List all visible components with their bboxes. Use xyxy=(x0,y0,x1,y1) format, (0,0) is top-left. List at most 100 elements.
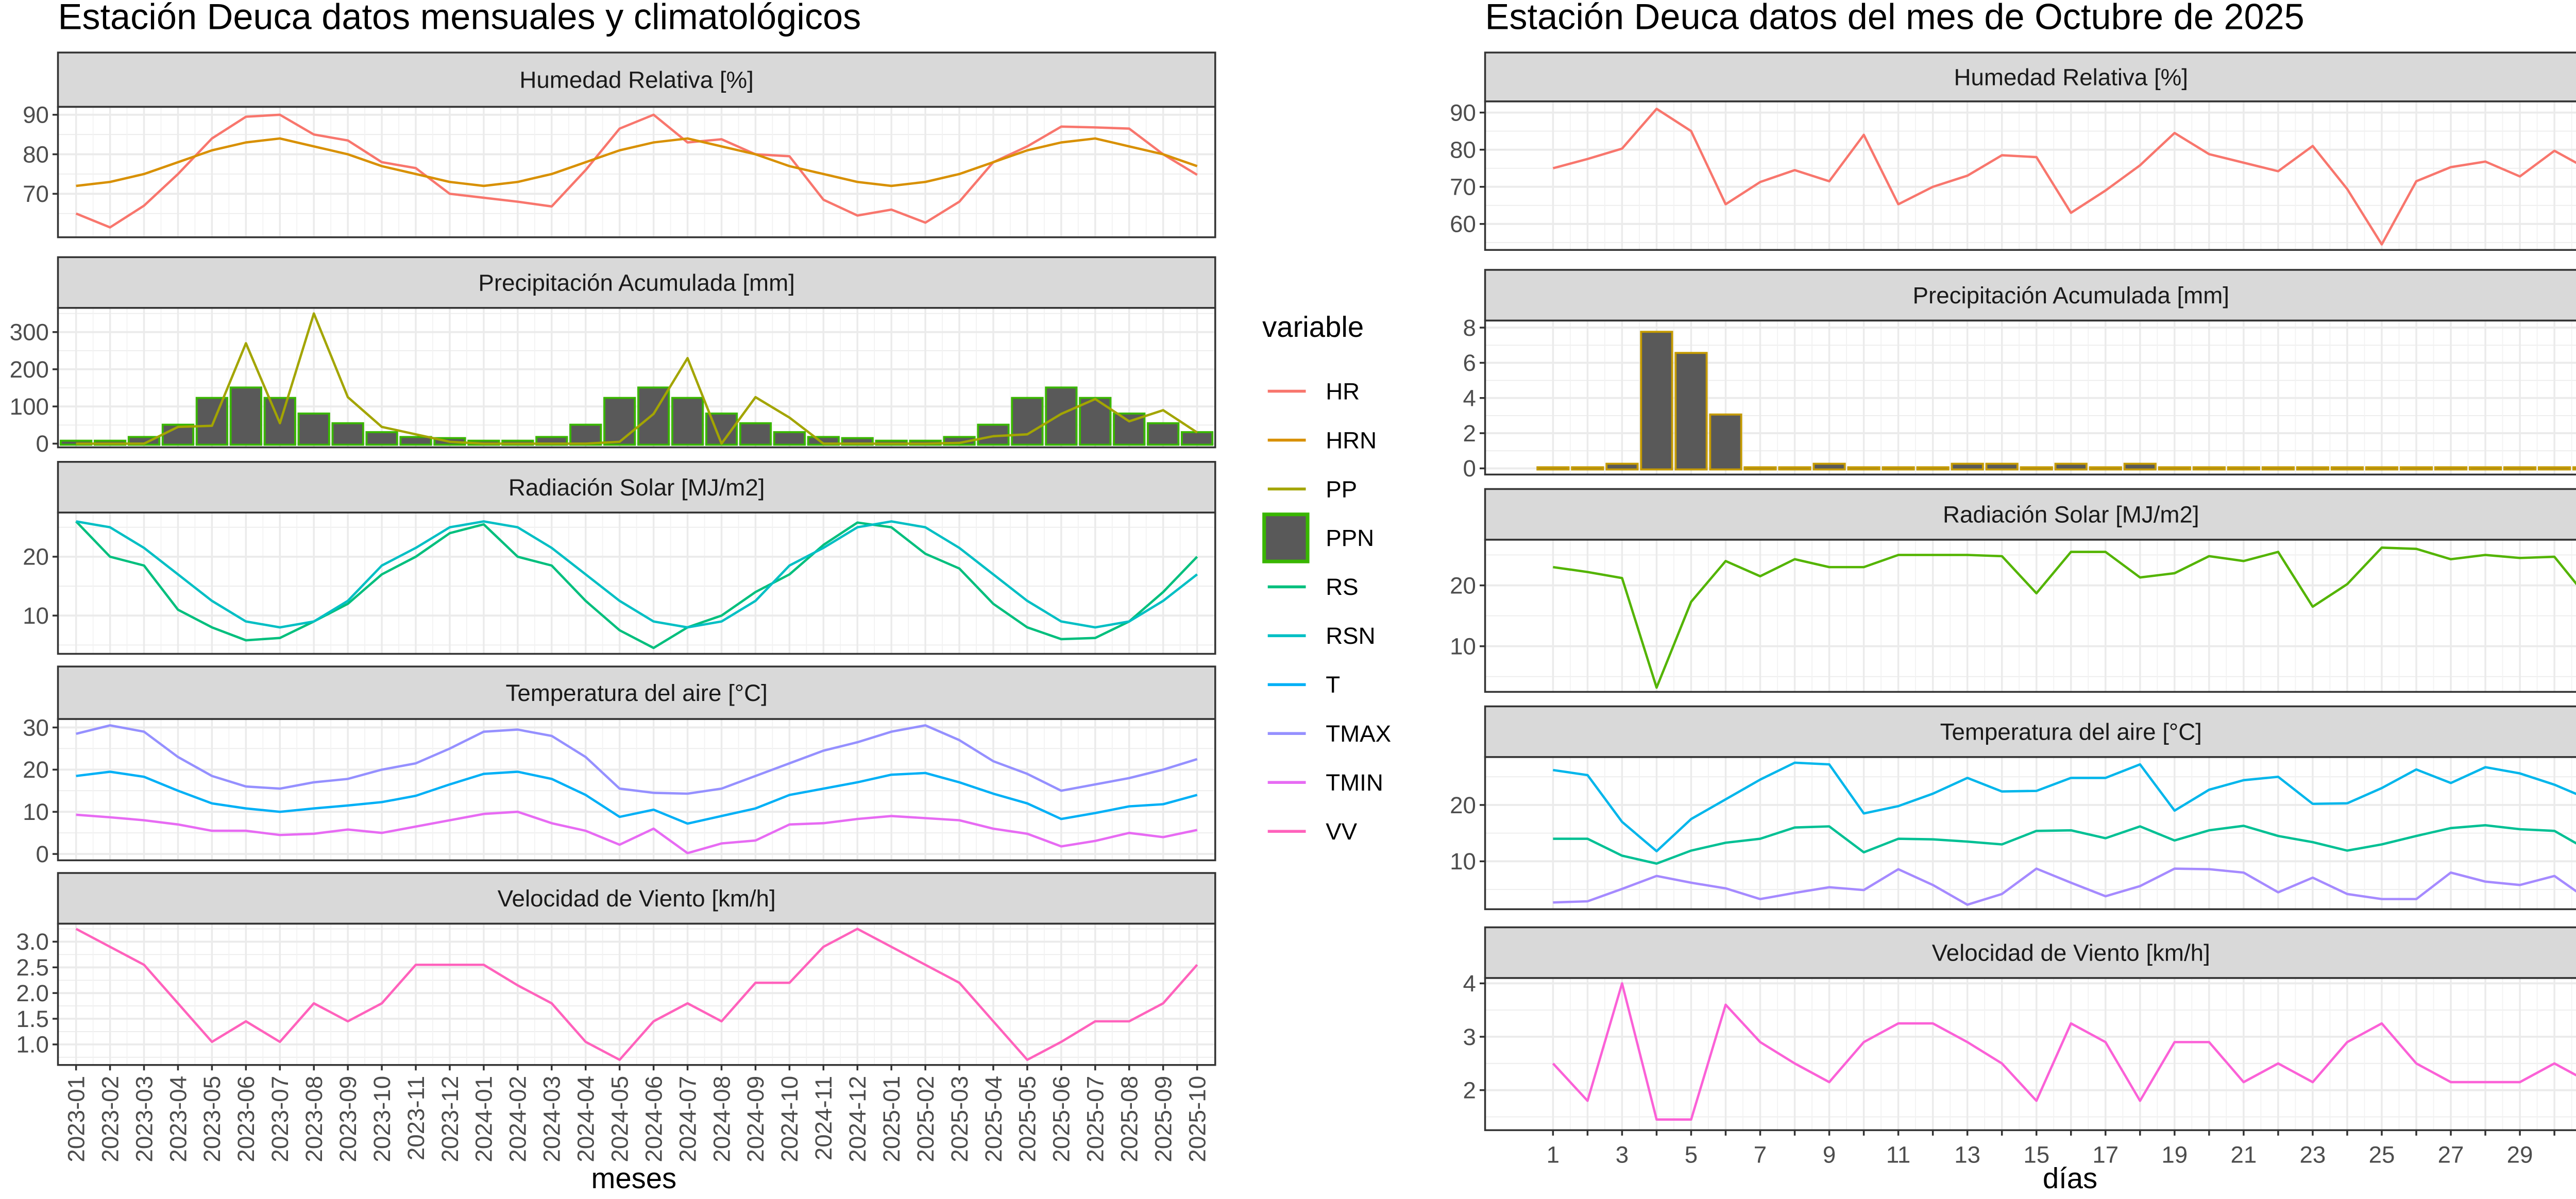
x-tick-label: 2023-07 xyxy=(267,1076,293,1162)
y-tick-label: 1.5 xyxy=(16,1006,49,1032)
bar-pp xyxy=(2572,466,2576,471)
y-tick-label: 10 xyxy=(23,603,49,629)
panel-strip-title: Humedad Relativa [%] xyxy=(1954,64,2188,90)
panel-strip-title: Velocidad de Viento [km/h] xyxy=(1932,940,2210,966)
x-tick-label: 7 xyxy=(1754,1142,1767,1168)
bar-pp xyxy=(2434,466,2468,471)
bar-pp xyxy=(2538,466,2571,471)
x-tick-label: 2025-06 xyxy=(1048,1076,1075,1162)
y-tick-label: 20 xyxy=(1450,792,1476,818)
legend-item-rs: RS xyxy=(1267,574,1359,600)
series-line-rsn xyxy=(76,520,1198,629)
series-line-tmin xyxy=(76,810,1198,854)
x-tick-label: 2025-01 xyxy=(878,1076,905,1162)
x-tick-label: 2024-04 xyxy=(573,1076,599,1162)
panel-strip-title: Precipitación Acumulada [mm] xyxy=(478,269,794,296)
bar-pp xyxy=(1778,466,1811,471)
panel-border xyxy=(57,307,1216,449)
y-tick-label: 10 xyxy=(1450,633,1476,660)
y-tick-label: 0 xyxy=(1463,455,1476,482)
panel-left-pp: Precipitación Acumulada [mm] 0 100 200 300 xyxy=(10,256,1216,457)
x-tick-label: 2025-05 xyxy=(1014,1076,1041,1162)
x-tick-label: 2024-08 xyxy=(708,1076,735,1162)
x-tick-label: 19 xyxy=(2161,1142,2188,1168)
panel-strip xyxy=(57,872,1216,925)
y-tick-label: 20 xyxy=(23,757,49,783)
legend-label: TMAX xyxy=(1326,721,1391,747)
panel-strip xyxy=(57,665,1216,720)
legend-key-bar-icon xyxy=(1262,512,1310,563)
legend-item-tmin: TMIN xyxy=(1267,769,1383,796)
panel-border xyxy=(57,718,1216,862)
panel-strip-title: Temperatura del aire [°C] xyxy=(1940,719,2202,745)
y-tick-label: 6 xyxy=(1463,350,1476,376)
series-line-pp xyxy=(76,312,1198,445)
y-tick-label: 0 xyxy=(36,431,48,457)
legend-label: T xyxy=(1326,672,1340,698)
panel-border xyxy=(57,106,1216,238)
x-tick-label: 2024-11 xyxy=(810,1076,837,1160)
y-tick-label: 4 xyxy=(1463,385,1476,412)
bar-ppn xyxy=(229,386,262,446)
series-line-rs xyxy=(75,520,1198,649)
left-x-axis: 2023-01 2023-02 2023-03 2023-04 2023-05 2023-… xyxy=(63,1065,1210,1162)
right-x-axis-title: días xyxy=(2043,1162,2097,1194)
y-tick-label: 2 xyxy=(1463,420,1476,447)
bar-pp xyxy=(1536,466,1570,471)
legend-item-t: T xyxy=(1267,672,1340,698)
panel-strip xyxy=(1484,926,2576,979)
panel-strip-title: Radiación Solar [MJ/m2] xyxy=(509,474,765,501)
bar-pp xyxy=(2192,466,2226,471)
legend-item-ppn: PPN xyxy=(1262,512,1374,563)
x-tick-label: 2023-01 xyxy=(63,1076,89,1162)
x-tick-label: 2024-06 xyxy=(640,1076,667,1162)
x-tick-label: 11 xyxy=(1886,1142,1910,1168)
panel-strip-title: Radiación Solar [MJ/m2] xyxy=(1943,502,2199,528)
series-line-vv xyxy=(75,928,1198,1061)
x-tick-label: 2025-07 xyxy=(1082,1076,1109,1162)
x-tick-label: 2023-11 xyxy=(403,1076,429,1160)
bar-pp xyxy=(2365,466,2399,471)
plot-background xyxy=(1485,101,2576,250)
legend-label: TMIN xyxy=(1326,769,1383,796)
bar-pp xyxy=(2123,463,2157,471)
bar-ppn xyxy=(331,422,364,446)
y-tick-label: 90 xyxy=(23,102,49,128)
bar-ppn xyxy=(603,397,636,446)
bar-pp xyxy=(2020,466,2053,471)
x-tick-label: 2024-12 xyxy=(844,1076,871,1162)
bar-pp xyxy=(1709,413,1742,471)
bar-pp xyxy=(2158,466,2191,471)
panel-border xyxy=(57,922,1216,1066)
left-figure-title: Estación Deuca datos mensuales y climato… xyxy=(58,0,861,37)
bar-pp xyxy=(1985,463,2019,471)
panel-border xyxy=(1484,539,2576,693)
y-tick-label: 20 xyxy=(23,544,49,570)
panel-strip xyxy=(1484,705,2576,758)
x-tick-label: 9 xyxy=(1823,1142,1836,1168)
bar-pp xyxy=(1916,466,1950,471)
bar-pp xyxy=(2089,466,2122,471)
right-figure-title: Estación Deuca datos del mes de Octubre … xyxy=(1485,0,2304,37)
bar-pp xyxy=(2296,466,2330,471)
bar-pp xyxy=(2261,466,2295,471)
legend-label: VV xyxy=(1326,818,1357,845)
x-tick-label: 23 xyxy=(2300,1142,2326,1168)
y-tick-label: 3 xyxy=(1463,1024,1476,1050)
y-tick-label: 2.0 xyxy=(16,980,49,1006)
x-tick-label: 2025-02 xyxy=(912,1076,939,1162)
legend-label: PP xyxy=(1326,476,1357,502)
y-tick-label: 0 xyxy=(36,841,48,867)
y-tick-label: 70 xyxy=(23,181,49,207)
bar-pp xyxy=(1847,466,1880,471)
panel-right-vv: Velocidad de Viento [km/h] 2 3 4 xyxy=(1463,926,2576,1132)
x-tick-label: 5 xyxy=(1685,1142,1698,1168)
x-tick-label: 2024-02 xyxy=(505,1076,531,1162)
x-tick-label: 2025-09 xyxy=(1150,1076,1177,1162)
bar-pp xyxy=(2054,463,2088,471)
panel-right-pp: Precipitación Acumulada [mm] 0 2 4 6 8 xyxy=(1463,269,2576,482)
panel-right-temp: Temperatura del aire [°C] 10 20 xyxy=(1450,705,2576,911)
bar-pp xyxy=(1571,466,1604,471)
y-tick-label: 2.5 xyxy=(16,954,49,981)
